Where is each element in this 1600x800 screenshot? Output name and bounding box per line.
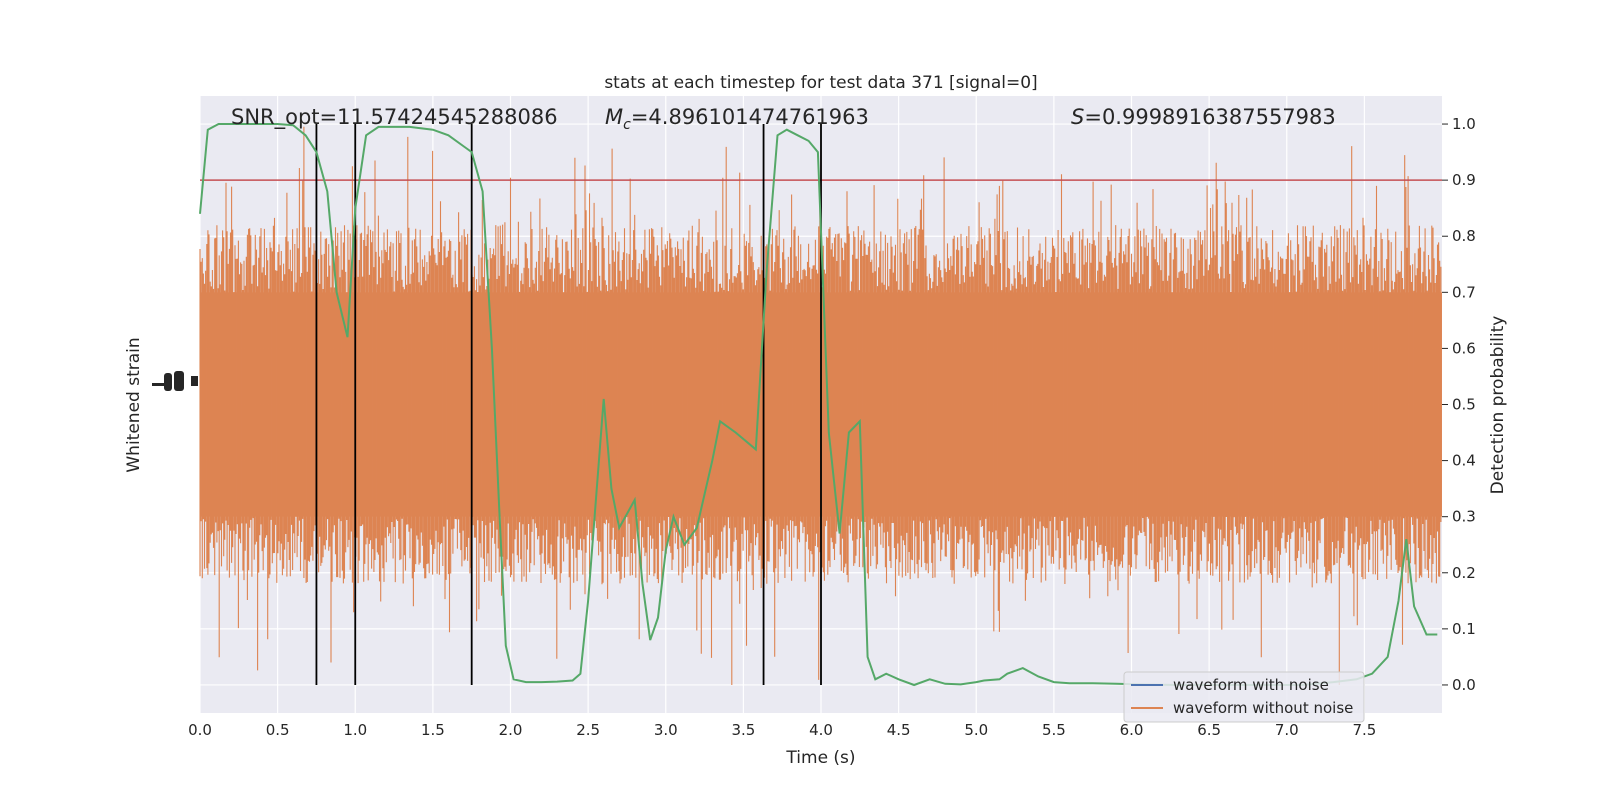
- x-axis-label: Time (s): [785, 748, 855, 768]
- left-axis-ticks: [152, 371, 198, 391]
- y-tick-label: 0.2: [1452, 564, 1476, 582]
- s-annotation: S=0.9998916387557983: [1071, 105, 1336, 129]
- y-tick-label: 0.4: [1452, 452, 1476, 470]
- x-tick-label: 3.5: [731, 721, 755, 739]
- y-tick-label: 0.8: [1452, 227, 1476, 245]
- s-symbol: S: [1071, 105, 1084, 129]
- y-tick-label: 0.7: [1452, 283, 1476, 301]
- y-axis-label-left: Whitened strain: [124, 337, 144, 472]
- y-tick-label: 0.9: [1452, 171, 1476, 189]
- s-value: =0.9998916387557983: [1084, 105, 1335, 129]
- chart-title: stats at each timestep for test data 371…: [604, 73, 1037, 93]
- x-tick-label: 5.0: [964, 721, 988, 739]
- y-tick-label: 0.5: [1452, 396, 1476, 414]
- y-tick-label: 0.3: [1452, 508, 1476, 526]
- x-tick-label: 6.5: [1197, 721, 1221, 739]
- x-tick-label: 3.0: [654, 721, 678, 739]
- y-tick-label: 0.1: [1452, 620, 1476, 638]
- y-tick-label: 1.0: [1452, 115, 1476, 133]
- x-tick-label: 4.0: [809, 721, 833, 739]
- x-ticks: 0.0 0.5 1.0 1.5 2.0 2.5 3.0 3.5 4.0 4.5 5.0 5.5 6.0 6…: [188, 721, 1376, 739]
- detection-probability-series: [199, 123, 1438, 687]
- x-tick-label: 5.5: [1042, 721, 1066, 739]
- detection-probability-line: [199, 123, 1438, 687]
- x-tick-label: 2.5: [576, 721, 600, 739]
- x-tick-label: 1.5: [421, 721, 445, 739]
- x-tick-label: 7.0: [1275, 721, 1299, 739]
- waveform-without-noise-spikes: [199, 126, 1442, 685]
- y-tick-label: 0.0: [1452, 676, 1476, 694]
- legend: waveform with noise waveform without noi…: [1123, 671, 1365, 723]
- legend-label-noise: waveform with noise: [1173, 676, 1329, 694]
- mc-value: =4.896101474761963: [631, 105, 869, 129]
- x-tick-label: 1.0: [343, 721, 367, 739]
- x-tick-label: 6.0: [1120, 721, 1144, 739]
- mc-annotation: Mc=4.896101474761963: [605, 105, 869, 133]
- y-ticks-right: 0.0 0.1 0.2 0.3 0.4 0.5 0.6 0.7 0.8 0.9 1.0: [1442, 115, 1476, 694]
- snr-annotation: SNR_opt=11.57424545288086: [231, 105, 558, 130]
- legend-label-clean: waveform without noise: [1173, 699, 1353, 717]
- x-tick-label: 0.0: [188, 721, 212, 739]
- noise-spikes: [199, 126, 1442, 685]
- x-tick-label: 2.0: [499, 721, 523, 739]
- mc-symbol: M: [605, 105, 623, 129]
- y-tick-label: 0.6: [1452, 339, 1476, 357]
- x-tick-label: 0.5: [266, 721, 290, 739]
- x-tick-label: 7.5: [1352, 721, 1376, 739]
- x-tick-label: 4.5: [887, 721, 911, 739]
- mc-subscript: c: [623, 117, 631, 133]
- y-axis-label-right: Detection probability: [1488, 316, 1508, 495]
- legend-box: [1123, 671, 1365, 723]
